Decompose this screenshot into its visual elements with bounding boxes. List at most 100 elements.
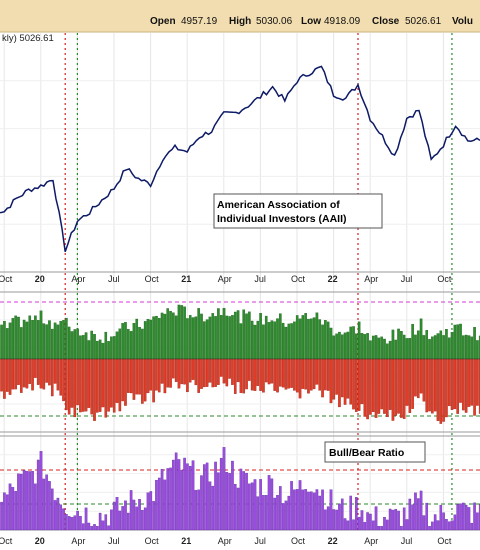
bull-bar bbox=[11, 318, 15, 360]
bull-bar bbox=[211, 313, 215, 360]
bear-bar bbox=[355, 358, 358, 412]
bear-bar bbox=[191, 358, 195, 380]
ratio-bar bbox=[59, 504, 63, 531]
bear-bar bbox=[329, 358, 333, 404]
bull-bar bbox=[431, 336, 434, 360]
bear-bar bbox=[352, 358, 355, 410]
ratio-bar bbox=[79, 516, 82, 531]
ratio-bar bbox=[462, 502, 465, 531]
bull-bar bbox=[141, 328, 144, 360]
ratio-bar bbox=[445, 519, 448, 531]
ratio-bar bbox=[287, 495, 291, 531]
ratio-bar bbox=[439, 504, 443, 531]
price-panel bbox=[0, 65, 480, 253]
bear-bar bbox=[425, 358, 429, 413]
ratio-bar bbox=[87, 522, 91, 531]
bull-bar bbox=[70, 331, 74, 360]
ratio-bar bbox=[355, 497, 358, 531]
ratio-bar bbox=[357, 516, 361, 531]
bear-bar bbox=[276, 358, 279, 393]
bull-bar bbox=[233, 311, 237, 360]
ratio-bar bbox=[298, 480, 302, 531]
bear-bar bbox=[62, 358, 65, 402]
bull-bar bbox=[101, 342, 105, 360]
bear-bar bbox=[374, 358, 378, 418]
bull-bar bbox=[143, 321, 147, 360]
bear-bar bbox=[118, 358, 122, 412]
bull-bar bbox=[90, 330, 93, 360]
ratio-bar bbox=[447, 521, 451, 531]
bull-bar bbox=[248, 311, 251, 360]
bear-bar bbox=[436, 358, 440, 421]
bull-bar bbox=[93, 333, 96, 360]
ratio-bar bbox=[146, 492, 150, 531]
axis-tick-label: Apr bbox=[364, 274, 378, 284]
bear-bar bbox=[360, 358, 364, 405]
bull-bar bbox=[464, 334, 468, 360]
bull-bar bbox=[73, 329, 77, 360]
axis-tick-label: Jul bbox=[254, 536, 266, 546]
bear-bar bbox=[34, 358, 37, 378]
ratio-bar bbox=[112, 501, 116, 531]
bull-bar bbox=[256, 320, 260, 360]
bull-bar bbox=[447, 337, 451, 360]
ratio-label: Bull/Bear Ratio bbox=[329, 447, 404, 459]
bull-bar bbox=[450, 332, 454, 360]
axis-tick-label: 20 bbox=[35, 274, 45, 284]
bull-bar bbox=[400, 331, 403, 360]
bull-bar bbox=[42, 323, 46, 360]
bear-bar bbox=[186, 358, 189, 393]
bear-bar bbox=[98, 358, 102, 412]
axis-tick-label: 21 bbox=[181, 274, 191, 284]
ratio-bar bbox=[36, 459, 40, 531]
bull-bar bbox=[5, 328, 9, 360]
bear-bar bbox=[180, 358, 184, 385]
bull-bar bbox=[135, 318, 139, 360]
bull-bar bbox=[433, 335, 437, 360]
ratio-bar bbox=[93, 524, 96, 531]
ratio-bar bbox=[104, 514, 108, 531]
bear-bar bbox=[321, 358, 324, 398]
bear-bar bbox=[431, 358, 434, 414]
bull-bar bbox=[402, 334, 406, 360]
bear-bar bbox=[256, 358, 260, 386]
axis-tick-label: Jul bbox=[108, 536, 120, 546]
bear-bar bbox=[79, 358, 82, 413]
ratio-bar bbox=[233, 484, 237, 531]
bull-bar bbox=[371, 335, 375, 360]
ratio-bar bbox=[121, 506, 124, 531]
ratio-bar bbox=[386, 519, 389, 531]
bear-bar bbox=[419, 358, 423, 394]
bear-bar bbox=[293, 358, 296, 391]
ratio-bar bbox=[65, 514, 68, 531]
ratio-bar bbox=[369, 513, 372, 531]
bear-bar bbox=[96, 358, 99, 413]
ratio-bar bbox=[180, 469, 184, 531]
bear-bar bbox=[324, 358, 327, 391]
ratio-bar bbox=[211, 485, 215, 531]
bull-bar bbox=[59, 321, 63, 360]
bull-bar bbox=[96, 340, 99, 360]
bull-bar bbox=[56, 324, 60, 360]
bull-bar bbox=[169, 310, 172, 360]
ratio-bar bbox=[208, 481, 212, 531]
ratio-bar bbox=[50, 488, 54, 531]
bull-bar bbox=[276, 318, 279, 360]
bull-bar bbox=[112, 336, 116, 360]
bear-bar bbox=[233, 358, 237, 394]
bull-bar bbox=[67, 326, 71, 360]
ratio-bar bbox=[442, 512, 445, 531]
bull-bar bbox=[259, 313, 262, 360]
bear-bar bbox=[163, 358, 167, 394]
ratio-bar bbox=[214, 461, 217, 531]
axis-tick-label: Apr bbox=[218, 536, 232, 546]
ratio-bar bbox=[228, 473, 231, 531]
bull-bar bbox=[200, 313, 203, 360]
bear-bar bbox=[388, 358, 392, 410]
bull-bar bbox=[453, 324, 457, 360]
ratio-bar bbox=[304, 489, 307, 531]
ratio-panel bbox=[0, 447, 480, 531]
ratio-bar bbox=[264, 495, 268, 531]
ratio-bar bbox=[431, 521, 434, 531]
bear-bar bbox=[295, 358, 299, 393]
